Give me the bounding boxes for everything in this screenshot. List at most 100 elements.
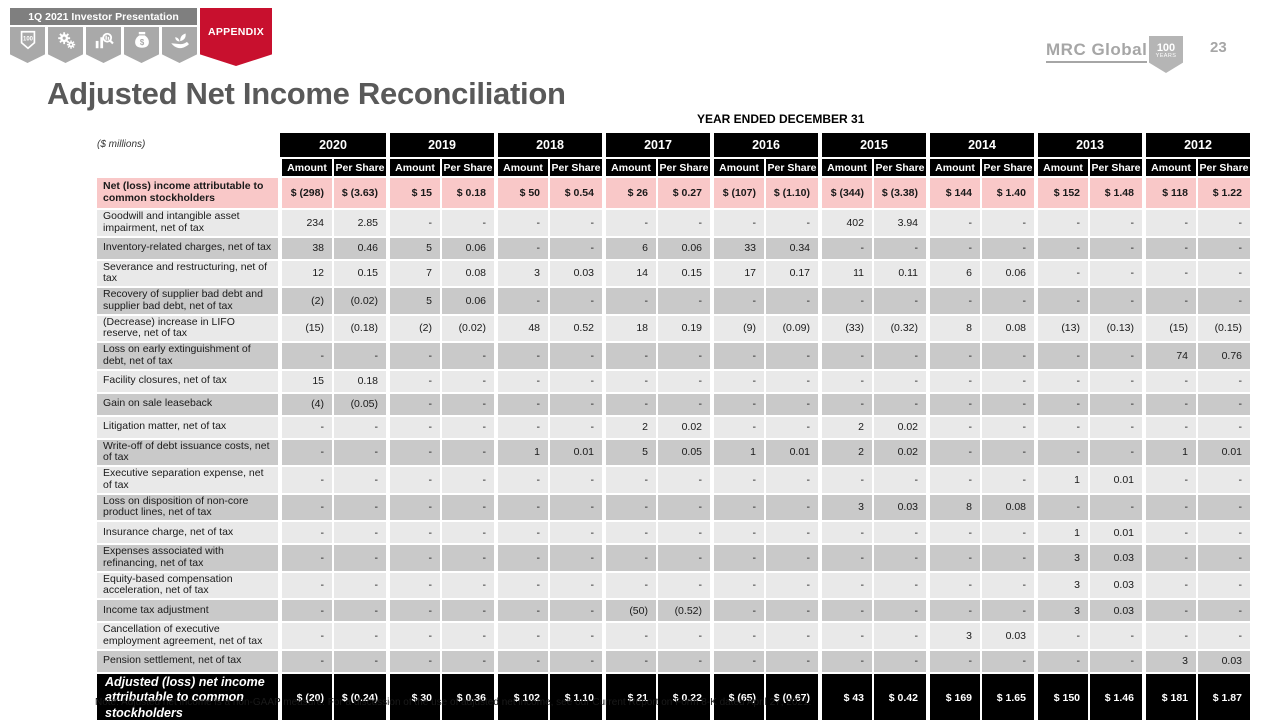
value-cell: - (550, 572, 602, 598)
value-cell: - (1198, 545, 1250, 571)
value-cell: - (334, 623, 386, 649)
value-cell: - (388, 393, 440, 415)
value-cell: - (766, 288, 818, 314)
table-row: Goodwill and intangible asset impairment… (97, 210, 1250, 236)
value-cell: 0.34 (766, 237, 818, 259)
value-cell: 0.02 (658, 416, 710, 438)
value-cell: - (604, 210, 656, 236)
value-cell: - (766, 522, 818, 543)
value-cell: - (928, 210, 980, 236)
row-label: Adjusted (loss) net income attributable … (97, 673, 278, 720)
value-cell: 5 (388, 288, 440, 314)
value-cell: $ 0.27 (658, 178, 710, 208)
value-cell: - (496, 370, 548, 392)
value-cell: - (1198, 494, 1250, 520)
value-cell: - (712, 623, 764, 649)
value-cell: 0.03 (1090, 600, 1142, 621)
value-cell: - (550, 210, 602, 236)
value-cell: - (442, 522, 494, 543)
value-cell: - (1144, 288, 1196, 314)
value-cell: - (874, 572, 926, 598)
value-cell: 3 (496, 260, 548, 286)
value-cell: 0.06 (442, 237, 494, 259)
value-cell: - (496, 210, 548, 236)
table-row: Loss on early extinguishment of debt, ne… (97, 343, 1250, 369)
value-cell: 2 (820, 416, 872, 438)
value-cell: - (1090, 623, 1142, 649)
value-cell: - (982, 210, 1034, 236)
table-row: Income tax adjustment - - - - - - (50) (0.52) - - -… (97, 600, 1250, 621)
value-cell: - (496, 288, 548, 314)
value-cell: - (982, 439, 1034, 465)
value-cell: - (820, 467, 872, 493)
gears-icon (55, 29, 77, 56)
value-cell: 3 (1144, 650, 1196, 672)
year-header-2012: 2012 (1144, 133, 1250, 157)
value-cell: 0.18 (334, 370, 386, 392)
value-cell: 0.01 (1198, 439, 1250, 465)
value-cell: 0.08 (982, 494, 1034, 520)
value-cell: 0.15 (658, 260, 710, 286)
value-cell: - (334, 650, 386, 672)
value-cell: 5 (604, 439, 656, 465)
amount-header: Amount (1036, 159, 1088, 176)
value-cell: - (874, 623, 926, 649)
banner-label: 1Q 2021 Investor Presentation (28, 10, 179, 23)
svg-text:100: 100 (23, 36, 34, 42)
value-cell: (33) (820, 315, 872, 341)
value-cell: (15) (1144, 315, 1196, 341)
value-cell: - (388, 572, 440, 598)
value-cell: $ 1.65 (982, 673, 1034, 720)
value-cell: - (334, 545, 386, 571)
value-cell: - (874, 237, 926, 259)
value-cell: - (550, 343, 602, 369)
value-cell: - (550, 288, 602, 314)
value-cell: - (982, 343, 1034, 369)
value-cell: $ 144 (928, 178, 980, 208)
presentation-banner: 1Q 2021 Investor Presentation (10, 8, 197, 25)
value-cell: - (496, 416, 548, 438)
value-cell: - (712, 545, 764, 571)
value-cell: - (280, 343, 332, 369)
year-header-2013: 2013 (1036, 133, 1142, 157)
value-cell: - (334, 522, 386, 543)
row-label: Pension settlement, net of tax (97, 650, 278, 672)
value-cell: - (766, 370, 818, 392)
value-cell: 2.85 (334, 210, 386, 236)
value-cell: 0.03 (1198, 650, 1250, 672)
value-cell: 0.06 (982, 260, 1034, 286)
value-cell: (0.13) (1090, 315, 1142, 341)
value-cell: - (1144, 494, 1196, 520)
value-cell: $ (1.10) (766, 178, 818, 208)
value-cell: - (442, 210, 494, 236)
value-cell: - (550, 393, 602, 415)
value-cell: - (820, 545, 872, 571)
value-cell: - (604, 545, 656, 571)
value-cell: (0.52) (658, 600, 710, 621)
value-cell: $ 102 (496, 673, 548, 720)
value-cell: - (550, 600, 602, 621)
value-cell: - (712, 416, 764, 438)
value-cell: - (604, 467, 656, 493)
value-cell: - (442, 467, 494, 493)
value-cell: - (928, 370, 980, 392)
value-cell: - (1036, 260, 1088, 286)
value-cell: - (1036, 288, 1088, 314)
row-label: (Decrease) increase in LIFO reserve, net… (97, 315, 278, 341)
value-cell: - (820, 522, 872, 543)
value-cell: - (766, 623, 818, 649)
table-row: Severance and restructuring, net of tax 1… (97, 260, 1250, 286)
value-cell: - (1090, 393, 1142, 415)
value-cell: - (712, 494, 764, 520)
value-cell: 0.15 (334, 260, 386, 286)
value-cell: - (334, 343, 386, 369)
value-cell: - (928, 393, 980, 415)
value-cell: - (1144, 600, 1196, 621)
per-share-header: Per Share (334, 159, 386, 176)
value-cell: - (928, 439, 980, 465)
value-cell: - (1090, 650, 1142, 672)
value-cell: (9) (712, 315, 764, 341)
nav-tabs: 100 $ (10, 27, 197, 63)
value-cell: - (388, 416, 440, 438)
value-cell: - (1144, 237, 1196, 259)
